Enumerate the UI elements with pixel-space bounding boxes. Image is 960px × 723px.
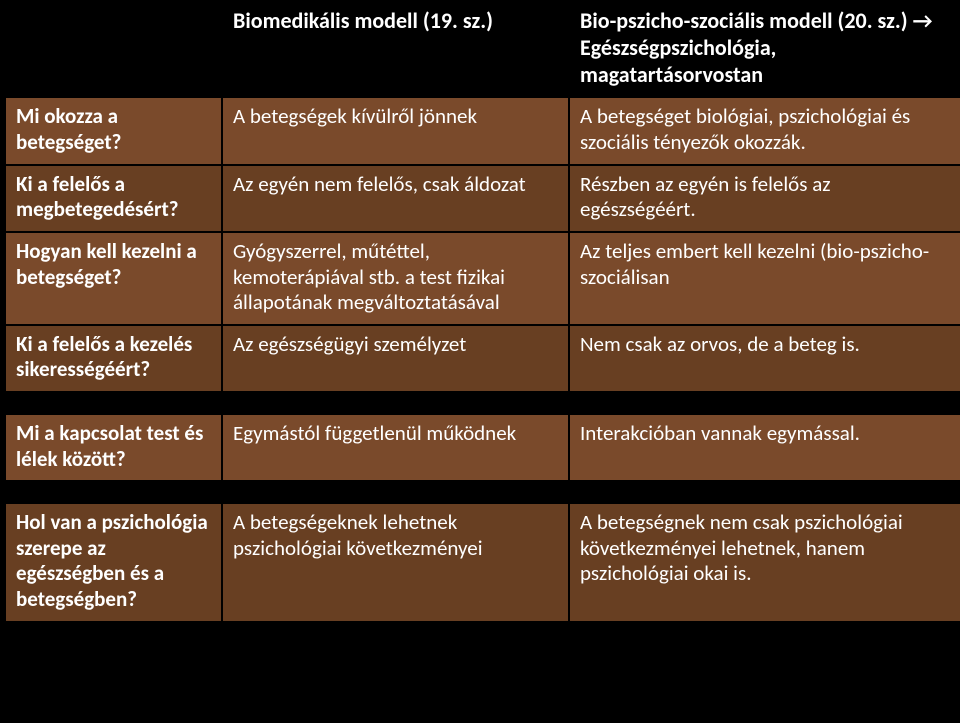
header-biopsychosocial: Bio-pszicho-szociális modell (20. sz.) →… bbox=[570, 2, 960, 96]
biomedical-cell: A betegségek kívülről jönnek bbox=[223, 98, 568, 163]
table-row: Mi a kapcsolat test és lélek között?Egym… bbox=[6, 415, 960, 480]
table-row: Ki a felelős a kezelés sikerességéért?Az… bbox=[6, 326, 960, 391]
gap-cell bbox=[6, 393, 221, 413]
biopsychosocial-cell: Az teljes embert kell kezelni (bio-pszic… bbox=[570, 233, 960, 324]
gap-cell bbox=[570, 482, 960, 502]
header-empty bbox=[6, 2, 221, 96]
gap-cell bbox=[570, 393, 960, 413]
comparison-table: Biomedikális modell (19. sz.)Bio-pszicho… bbox=[4, 0, 960, 623]
question-cell: Hol van a pszichológia szerepe az egészs… bbox=[6, 504, 221, 620]
slide: Biomedikális modell (19. sz.)Bio-pszicho… bbox=[0, 0, 960, 723]
table-row: Hol van a pszichológia szerepe az egészs… bbox=[6, 504, 960, 620]
gap-cell bbox=[223, 393, 568, 413]
gap-row bbox=[6, 482, 960, 502]
question-cell: Mi okozza a betegséget? bbox=[6, 98, 221, 163]
table-row: Mi okozza a betegséget?A betegségek kívü… bbox=[6, 98, 960, 163]
table-row: Hogyan kell kezelni a betegséget?Gyógysz… bbox=[6, 233, 960, 324]
biomedical-cell: Az egyén nem felelős, csak áldozat bbox=[223, 166, 568, 231]
biomedical-cell: A betegségeknek lehetnek pszichológiai k… bbox=[223, 504, 568, 620]
biopsychosocial-cell: A betegséget biológiai, pszichológiai és… bbox=[570, 98, 960, 163]
table-row: Ki a felelős a megbetegedésért?Az egyén … bbox=[6, 166, 960, 231]
biomedical-cell: Gyógyszerrel, műtéttel, kemoterápiával s… bbox=[223, 233, 568, 324]
gap-cell bbox=[223, 482, 568, 502]
header-biomedical: Biomedikális modell (19. sz.) bbox=[223, 2, 568, 96]
biopsychosocial-cell: A betegségnek nem csak pszichológiai köv… bbox=[570, 504, 960, 620]
biopsychosocial-cell: Nem csak az orvos, de a beteg is. bbox=[570, 326, 960, 391]
biomedical-cell: Az egészségügyi személyzet bbox=[223, 326, 568, 391]
biopsychosocial-cell: Részben az egyén is felelős az egészségé… bbox=[570, 166, 960, 231]
gap-row bbox=[6, 393, 960, 413]
gap-cell bbox=[6, 482, 221, 502]
header-row: Biomedikális modell (19. sz.)Bio-pszicho… bbox=[6, 2, 960, 96]
question-cell: Hogyan kell kezelni a betegséget? bbox=[6, 233, 221, 324]
biopsychosocial-cell: Interakcióban vannak egymással. bbox=[570, 415, 960, 480]
question-cell: Mi a kapcsolat test és lélek között? bbox=[6, 415, 221, 480]
question-cell: Ki a felelős a megbetegedésért? bbox=[6, 166, 221, 231]
question-cell: Ki a felelős a kezelés sikerességéért? bbox=[6, 326, 221, 391]
biomedical-cell: Egymástól függetlenül működnek bbox=[223, 415, 568, 480]
